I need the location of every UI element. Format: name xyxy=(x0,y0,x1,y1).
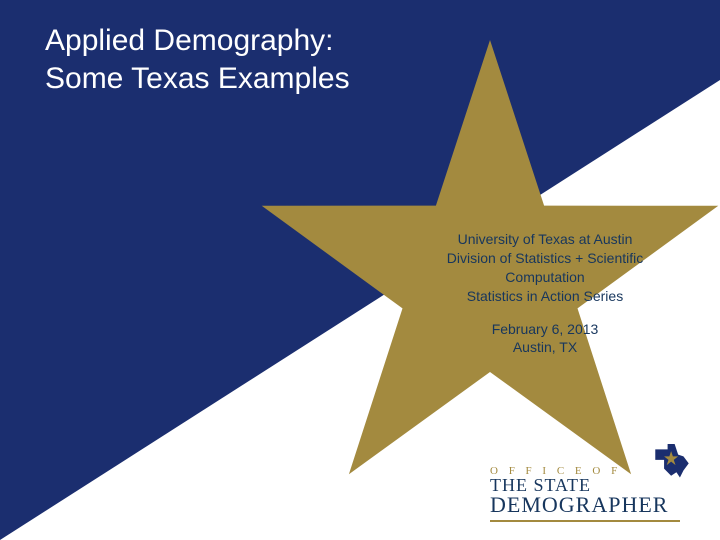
logo-line-demographer: DEMOGRAPHER xyxy=(490,492,690,518)
spacer xyxy=(410,306,680,320)
texas-icon xyxy=(650,437,694,481)
logo-underline xyxy=(490,520,680,522)
slide-container: Applied Demography: Some Texas Examples … xyxy=(0,0,720,540)
info-date: February 6, 2013 xyxy=(410,320,680,339)
title-line-1: Applied Demography: xyxy=(45,22,350,60)
info-division-1: Division of Statistics + Scientific xyxy=(410,249,680,268)
info-university: University of Texas at Austin xyxy=(410,230,680,249)
info-location: Austin, TX xyxy=(410,338,680,357)
info-division-2: Computation xyxy=(410,268,680,287)
info-block: University of Texas at Austin Division o… xyxy=(410,230,680,357)
title-block: Applied Demography: Some Texas Examples xyxy=(45,22,350,97)
logo-block: O F F I C E O F THE STATE DEMOGRAPHER xyxy=(490,465,690,522)
title-line-2: Some Texas Examples xyxy=(45,60,350,98)
info-series: Statistics in Action Series xyxy=(410,287,680,306)
